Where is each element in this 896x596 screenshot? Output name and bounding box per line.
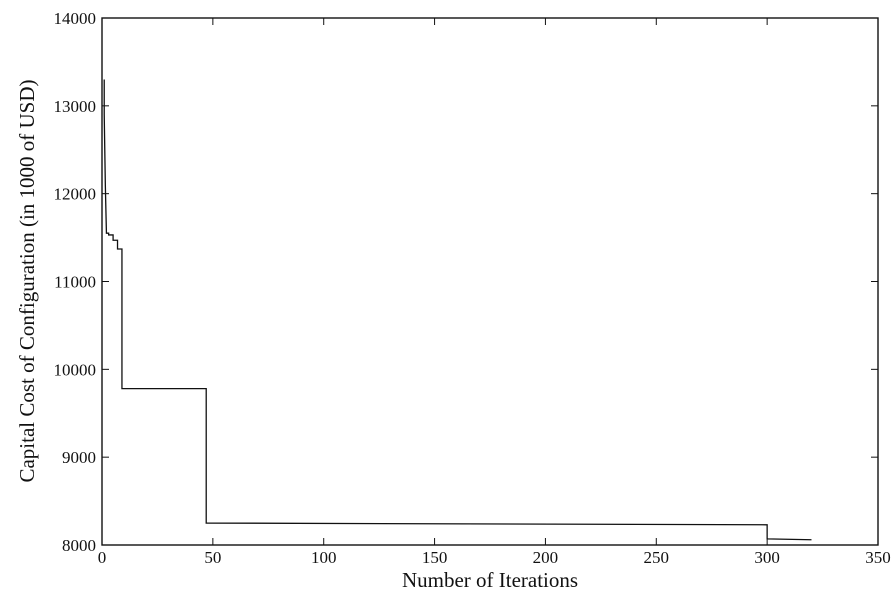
x-axis-label: Number of Iterations <box>402 568 578 592</box>
x-tick-label: 100 <box>311 548 337 567</box>
y-axis-label: Capital Cost of Configuration (in 1000 o… <box>15 79 39 482</box>
y-tick-label: 11000 <box>54 273 96 292</box>
x-tick-label: 250 <box>644 548 670 567</box>
y-tick-label: 14000 <box>54 9 97 28</box>
x-tick-label: 150 <box>422 548 448 567</box>
x-tick-label: 50 <box>204 548 221 567</box>
x-tick-label: 350 <box>865 548 891 567</box>
y-tick-label: 8000 <box>62 536 96 555</box>
y-tick-label: 12000 <box>54 185 97 204</box>
x-axis-ticks: 0 50 100 150 200 250 300 350 <box>98 18 891 567</box>
plot-area-frame <box>101 17 879 546</box>
y-tick-label: 10000 <box>54 360 97 379</box>
y-axis-ticks: 8000 9000 10000 11000 12000 13000 14000 <box>54 9 878 555</box>
cost-series-line <box>103 79 812 541</box>
x-tick-label: 200 <box>533 548 559 567</box>
x-tick-label: 0 <box>98 548 107 567</box>
y-tick-label: 9000 <box>62 448 96 467</box>
y-tick-label: 13000 <box>54 97 97 116</box>
x-tick-label: 300 <box>754 548 780 567</box>
